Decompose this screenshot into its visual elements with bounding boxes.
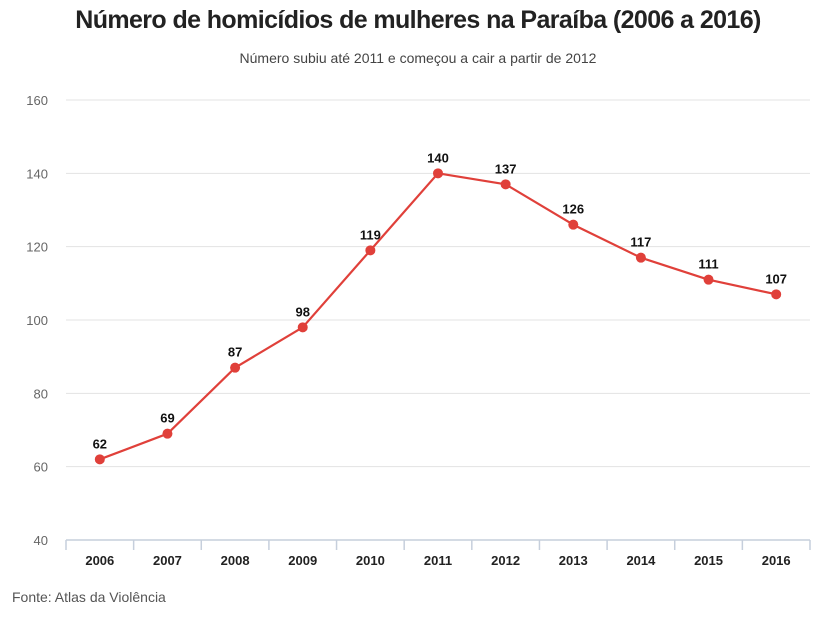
x-tick-label: 2010 [356, 553, 385, 568]
y-tick-label: 40 [34, 533, 48, 548]
data-label: 87 [228, 345, 242, 360]
data-label: 98 [295, 304, 309, 319]
data-point [297, 322, 308, 333]
x-tick-label: 2012 [491, 553, 520, 568]
source-note: Fonte: Atlas da Violência [12, 589, 166, 605]
data-point [230, 362, 241, 373]
data-point [635, 252, 646, 263]
chart-title: Número de homicídios de mulheres na Para… [75, 6, 761, 34]
data-label: 111 [698, 257, 718, 272]
x-tick-label: 2007 [153, 553, 182, 568]
x-tick-label: 2014 [626, 553, 656, 568]
data-label: 107 [765, 271, 787, 286]
data-point [365, 245, 376, 256]
line-chart: 40 60 80 100 120 140 160 2006 2007 2008 2009 2010 20… [26, 93, 811, 568]
chart-subtitle: Número subiu até 2011 e começou a cair a… [239, 50, 597, 66]
y-tick-label: 60 [34, 460, 48, 475]
data-point [433, 168, 443, 179]
y-tick-label: 80 [34, 386, 48, 401]
x-tick-label: 2015 [694, 553, 723, 568]
data-point [162, 428, 173, 439]
x-tick-label: 2013 [559, 553, 588, 568]
data-label: 119 [360, 227, 381, 242]
y-tick-label: 140 [26, 166, 48, 181]
x-tick-label: 2009 [288, 553, 317, 568]
data-label: 117 [630, 235, 651, 250]
data-label: 69 [160, 411, 174, 426]
y-tick-label: 100 [26, 313, 48, 328]
data-point [568, 219, 579, 230]
y-tick-label: 160 [26, 93, 48, 108]
data-point [500, 179, 511, 190]
x-tick-label: 2006 [85, 553, 114, 568]
x-tick-label: 2011 [424, 553, 452, 568]
data-label: 140 [427, 150, 449, 165]
data-point [94, 454, 105, 465]
data-label: 126 [562, 202, 584, 217]
x-tick-label: 2016 [762, 553, 791, 568]
series-line [99, 172, 777, 461]
data-label: 137 [495, 161, 517, 176]
x-tick-label: 2008 [221, 553, 250, 568]
data-label: 62 [93, 436, 107, 451]
data-point [771, 289, 782, 300]
y-tick-label: 120 [26, 240, 48, 255]
data-point [703, 274, 714, 285]
